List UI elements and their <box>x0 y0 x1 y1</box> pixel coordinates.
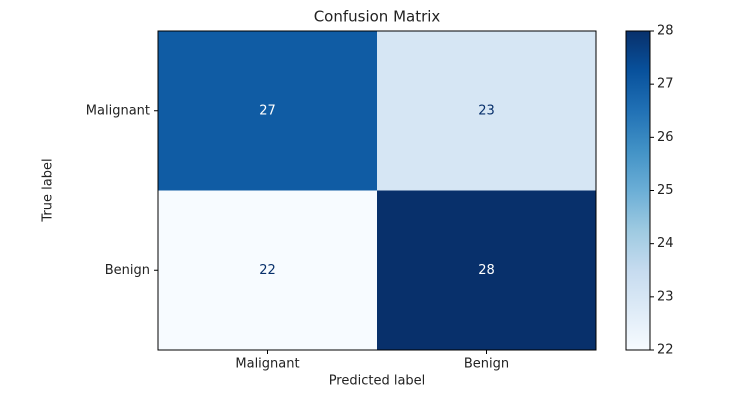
colorbar-tick-label: 27 <box>657 77 674 92</box>
heatmap-cell <box>377 31 596 191</box>
x-tick-label: Malignant <box>235 357 299 372</box>
cell-label: 27 <box>259 103 276 118</box>
colorbar-tick-label: 24 <box>657 236 674 251</box>
heatmap-cell <box>377 190 596 350</box>
colorbar-tick-label: 26 <box>657 130 674 145</box>
x-axis-label: Predicted label <box>329 374 426 389</box>
colorbar-tick-label: 25 <box>657 183 674 198</box>
chart-title: Confusion Matrix <box>314 8 441 26</box>
cell-label: 23 <box>478 103 495 118</box>
heatmap-cell <box>158 31 377 191</box>
heatmap-cell <box>158 190 377 350</box>
y-axis-label: True label <box>41 158 56 222</box>
cell-label: 22 <box>259 263 276 278</box>
colorbar <box>625 30 651 351</box>
y-tick-label: Malignant <box>86 103 150 118</box>
colorbar-tick-label: 22 <box>657 343 674 358</box>
plot-frame <box>157 30 597 351</box>
x-tick-label: Benign <box>464 357 509 372</box>
cell-label: 28 <box>478 263 495 278</box>
colorbar-tick-label: 23 <box>657 289 674 304</box>
colorbar-tick-label: 28 <box>657 24 674 39</box>
y-tick-label: Benign <box>105 263 150 278</box>
